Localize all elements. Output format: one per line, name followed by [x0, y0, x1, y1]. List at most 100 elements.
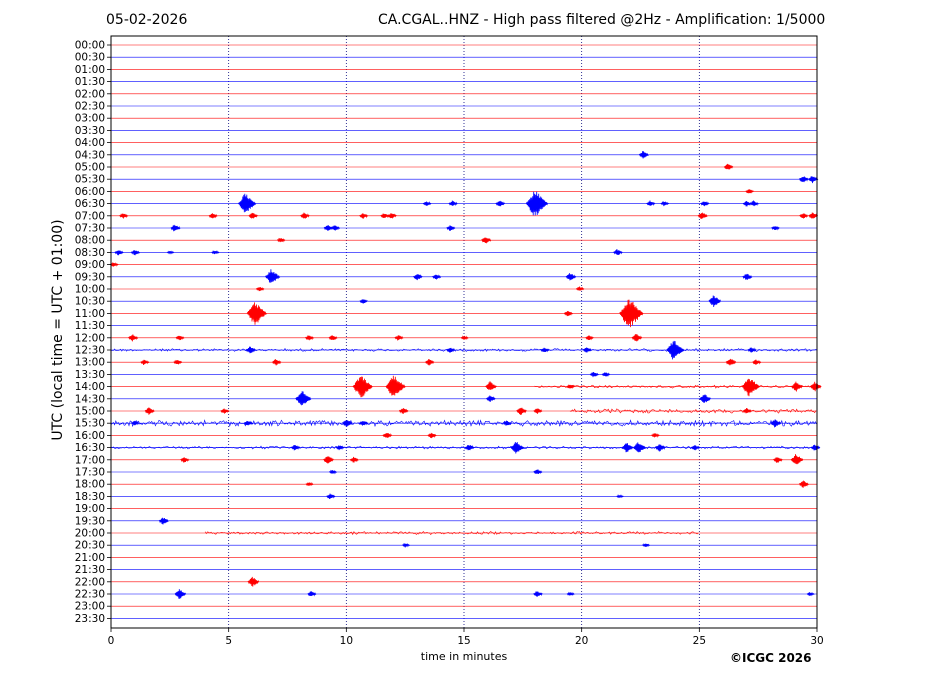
- y-tick-label: 06:00: [75, 186, 105, 198]
- seismic-event-99: [464, 444, 475, 451]
- axis-layer: 00:0000:3001:0001:3002:0002:3003:0003:30…: [75, 35, 824, 647]
- seismic-event-124: [566, 591, 575, 596]
- x-tick-label: 0: [108, 635, 115, 647]
- seismic-event-66: [271, 359, 282, 366]
- seismic-event-6: [422, 201, 432, 206]
- chart-title: CA.CGAL..HNZ - High pass filtered @2Hz -…: [378, 12, 826, 28]
- seismic-event-45: [359, 299, 368, 304]
- y-tick-label: 08:30: [75, 247, 105, 259]
- seismic-event-19: [359, 213, 369, 219]
- date-label: 05-02-2026: [106, 12, 188, 28]
- seismic-event-27: [330, 225, 341, 231]
- seismic-event-83: [220, 408, 230, 414]
- seismic-event-65: [173, 359, 183, 365]
- seismic-event-85: [516, 407, 527, 415]
- seismic-event-111: [328, 469, 337, 475]
- seismic-event-106: [180, 457, 190, 463]
- y-tick-label: 13:30: [75, 369, 105, 381]
- seismic-event-89: [243, 420, 253, 426]
- seismic-event-1: [723, 163, 734, 170]
- seismic-event-109: [773, 457, 783, 463]
- y-tick-label: 14:30: [75, 393, 105, 405]
- seismic-event-35: [211, 249, 220, 255]
- seismic-event-70: [589, 372, 599, 378]
- seismic-event-122: [307, 590, 317, 597]
- seismic-event-119: [641, 543, 650, 547]
- seismic-event-120: [247, 576, 260, 587]
- seismic-event-69: [752, 359, 762, 365]
- seismic-event-53: [328, 335, 338, 341]
- seismic-event-17: [248, 212, 258, 219]
- seismic-event-71: [601, 372, 611, 377]
- seismic-event-112: [533, 469, 543, 475]
- y-tick-label: 15:30: [75, 418, 105, 430]
- y-tick-label: 15:00: [75, 406, 105, 418]
- x-axis-label: time in minutes: [420, 650, 508, 663]
- seismic-event-41: [565, 273, 577, 281]
- seismic-event-91: [359, 420, 369, 426]
- y-tick-label: 06:30: [75, 198, 105, 210]
- seismic-event-79: [295, 391, 312, 406]
- seismic-event-39: [413, 274, 423, 281]
- y-tick-label: 05:00: [75, 162, 105, 174]
- seismic-event-77: [791, 381, 803, 392]
- seismic-event-20: [380, 213, 390, 219]
- y-tick-label: 18:30: [75, 491, 105, 503]
- seismic-event-51: [175, 335, 185, 341]
- seismic-event-102: [633, 442, 646, 453]
- y-tick-label: 11:00: [75, 308, 105, 320]
- y-tick-label: 09:30: [75, 271, 105, 283]
- noise-band-4: [534, 384, 817, 389]
- seismic-event-125: [806, 592, 815, 597]
- seismic-event-76: [741, 378, 760, 397]
- seismic-event-29: [771, 226, 780, 231]
- x-tick-label: 20: [575, 635, 588, 647]
- seismic-event-48: [563, 311, 573, 317]
- seismic-event-10: [646, 200, 656, 206]
- y-tick-label: 22:30: [75, 589, 105, 601]
- seismic-event-54: [394, 335, 404, 341]
- seismic-event-43: [255, 286, 265, 292]
- y-tick-label: 02:30: [75, 101, 105, 113]
- noise-band-5: [204, 531, 699, 536]
- y-tick-label: 08:00: [75, 235, 105, 247]
- seismic-event-7: [448, 200, 458, 207]
- seismic-event-118: [401, 542, 410, 548]
- seismic-event-46: [708, 295, 722, 308]
- seismic-event-110: [790, 454, 804, 465]
- seismic-event-36: [613, 248, 623, 255]
- seismic-event-12: [700, 201, 710, 207]
- seismic-event-2: [798, 176, 809, 183]
- seismic-event-64: [140, 359, 150, 365]
- seismic-event-94: [382, 432, 393, 438]
- noise-band-1: [569, 408, 817, 414]
- seismic-event-58: [245, 346, 256, 354]
- seismic-event-97: [290, 444, 301, 451]
- seismic-event-78: [809, 381, 822, 392]
- seismic-event-62: [666, 340, 685, 360]
- y-tick-label: 00:00: [75, 40, 105, 52]
- y-tick-label: 02:00: [75, 88, 105, 100]
- seismic-event-92: [502, 420, 512, 426]
- seismic-event-24: [808, 212, 819, 219]
- seismic-event-84: [398, 407, 409, 415]
- y-tick-label: 09:00: [75, 259, 105, 271]
- seismic-event-32: [114, 250, 124, 256]
- seismic-event-115: [326, 493, 336, 500]
- y-tick-label: 03:00: [75, 113, 105, 125]
- plot-frame: [110, 35, 818, 629]
- seismic-event-113: [305, 481, 314, 486]
- y-tick-label: 04:30: [75, 149, 105, 161]
- y-tick-label: 13:00: [75, 357, 105, 369]
- seismic-event-22: [697, 212, 708, 219]
- seismic-event-34: [166, 250, 175, 255]
- y-tick-label: 11:30: [75, 320, 105, 332]
- seismic-event-38: [265, 269, 281, 283]
- seismic-event-18: [300, 212, 310, 219]
- y-tick-label: 12:00: [75, 332, 105, 344]
- trace-layer: [109, 44, 822, 619]
- seismic-event-23: [799, 213, 809, 219]
- seismic-event-16: [208, 213, 218, 219]
- y-tick-label: 00:30: [75, 52, 105, 64]
